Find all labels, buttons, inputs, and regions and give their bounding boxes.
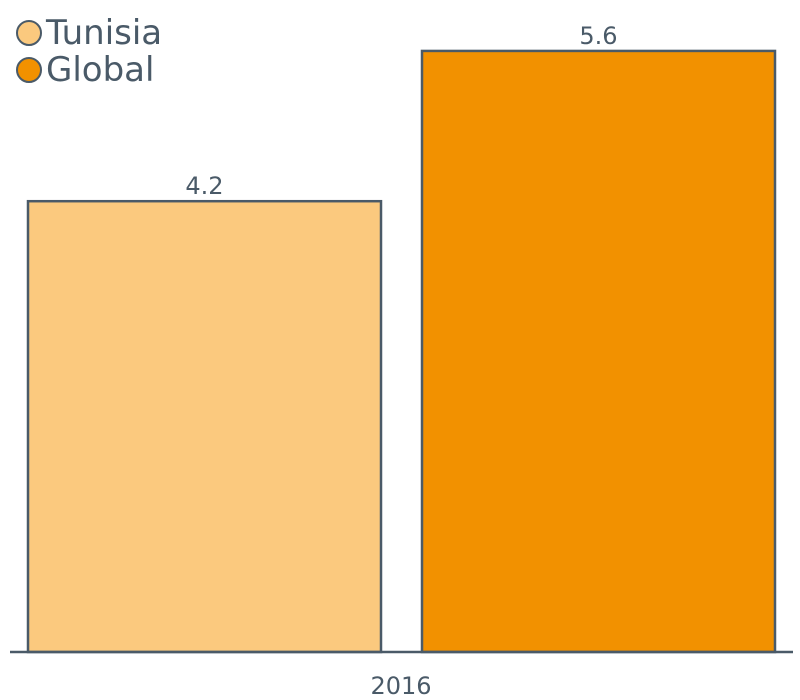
legend: Tunisia Global bbox=[16, 14, 162, 88]
data-label-tunisia: 4.2 bbox=[185, 172, 223, 200]
legend-swatch-tunisia bbox=[16, 19, 42, 46]
legend-item-global[interactable]: Global bbox=[16, 51, 162, 88]
legend-swatch-global bbox=[16, 56, 42, 83]
bar-tunisia[interactable] bbox=[26, 199, 383, 654]
bars-layer bbox=[26, 49, 777, 654]
x-tick-label: 2016 bbox=[370, 672, 431, 700]
legend-label-global: Global bbox=[46, 49, 155, 90]
data-label-global: 5.6 bbox=[579, 22, 617, 50]
data-labels-layer: 4.2 5.6 bbox=[185, 22, 617, 200]
bar-global[interactable] bbox=[420, 49, 777, 654]
legend-item-tunisia[interactable]: Tunisia bbox=[16, 14, 162, 51]
legend-label-tunisia: Tunisia bbox=[46, 12, 163, 53]
